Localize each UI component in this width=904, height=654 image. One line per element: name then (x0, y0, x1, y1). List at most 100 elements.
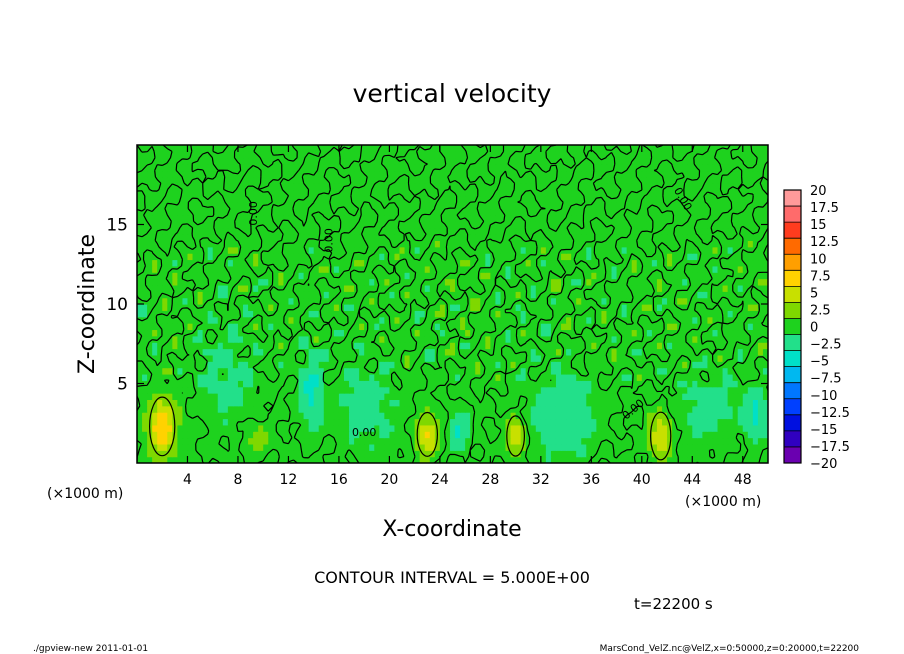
heatmap-cell (248, 354, 254, 362)
heatmap-cell (631, 450, 638, 458)
heatmap-cell (354, 405, 360, 413)
heatmap-cell (581, 253, 587, 261)
heatmap-cell (439, 284, 446, 292)
heatmap-cell (384, 412, 390, 420)
heatmap-cell (692, 399, 698, 407)
heatmap-cell (747, 316, 754, 324)
heatmap-cell (555, 418, 562, 426)
heatmap-cell (692, 316, 698, 324)
heatmap-cell (510, 316, 517, 324)
heatmap-cell (510, 393, 517, 400)
heatmap-cell (752, 456, 759, 463)
heatmap-cell (661, 240, 668, 248)
heatmap-cell (404, 278, 411, 286)
heatmap-cell (606, 214, 613, 222)
heatmap-cell (757, 405, 764, 413)
heatmap-cell (283, 291, 290, 299)
heatmap-cell (707, 380, 714, 388)
heatmap-cell (187, 329, 194, 337)
heatmap-cell (318, 227, 325, 235)
heatmap-cell (167, 329, 173, 337)
heatmap-cell (142, 272, 148, 280)
heatmap-cell (480, 259, 486, 267)
heatmap-cell (747, 393, 754, 400)
heatmap-cell (354, 450, 360, 458)
heatmap-cell (414, 297, 421, 305)
heatmap-cell (707, 335, 714, 343)
heatmap-cell (661, 316, 668, 324)
heatmap-cell (273, 297, 279, 305)
heatmap-cell (697, 354, 703, 362)
heatmap-cell (500, 246, 507, 254)
heatmap-cell (727, 329, 734, 337)
heatmap-cell (525, 284, 532, 292)
heatmap-cell (333, 246, 340, 254)
heatmap-cell (621, 329, 628, 337)
heatmap-cell (182, 323, 189, 331)
heatmap-cell (308, 431, 315, 439)
heatmap-cell (349, 418, 355, 426)
heatmap-cell (293, 399, 300, 407)
heatmap-cell (217, 265, 224, 273)
heatmap-cell (318, 367, 325, 375)
heatmap-cell (692, 348, 698, 356)
heatmap-cell (182, 367, 189, 375)
heatmap-cell (444, 265, 451, 273)
heatmap-cell (434, 227, 441, 235)
heatmap-cell (672, 354, 678, 362)
heatmap-cell (394, 431, 401, 439)
heatmap-cell (561, 227, 567, 235)
heatmap-cell (742, 361, 749, 369)
heatmap-cell (137, 412, 143, 420)
heatmap-cell (278, 431, 284, 439)
heatmap-cell (263, 208, 269, 216)
heatmap-cell (576, 437, 582, 445)
heatmap-cell (742, 437, 749, 445)
heatmap-cell (303, 354, 310, 362)
heatmap-cell (717, 272, 724, 280)
heatmap-cell (167, 297, 173, 305)
heatmap-cell (545, 380, 552, 388)
heatmap-cell (217, 424, 224, 432)
heatmap-cell (298, 412, 305, 420)
heatmap-cell (697, 373, 703, 381)
heatmap-cell (308, 393, 315, 400)
heatmap-cell (449, 450, 456, 458)
heatmap-cell (455, 450, 461, 458)
heatmap-cell (374, 342, 380, 350)
heatmap-cell (222, 272, 229, 280)
heatmap-cell (328, 373, 335, 381)
heatmap-cell (505, 304, 512, 311)
heatmap-cell (692, 297, 698, 305)
heatmap-cell (656, 253, 663, 261)
heatmap-cell (576, 424, 582, 432)
heatmap-cell (187, 323, 194, 331)
heatmap-cell (202, 412, 209, 420)
heatmap-cell (500, 373, 507, 381)
heatmap-cell (328, 443, 335, 451)
heatmap-cell (217, 348, 224, 356)
heatmap-cell (661, 418, 668, 426)
heatmap-cell (682, 373, 688, 381)
heatmap-cell (137, 431, 143, 439)
heatmap-cell (576, 316, 582, 324)
heatmap-cell (394, 208, 401, 216)
heatmap-cell (672, 412, 678, 420)
heatmap-cell (258, 246, 264, 254)
heatmap-cell (460, 335, 466, 343)
heatmap-cell (677, 373, 683, 381)
heatmap-cell (707, 227, 714, 235)
heatmap-cell (263, 354, 269, 362)
heatmap-cell (389, 450, 396, 458)
heatmap-cell (611, 412, 618, 420)
heatmap-cell (606, 354, 613, 362)
heatmap-cell (303, 316, 310, 324)
heatmap-cell (439, 456, 446, 463)
heatmap-cell (490, 450, 497, 458)
heatmap-cell (202, 329, 209, 337)
heatmap-cell (571, 399, 577, 407)
heatmap-cell (283, 259, 290, 267)
heatmap-cell (354, 443, 360, 451)
heatmap-cell (374, 412, 380, 420)
heatmap-cell (465, 386, 471, 394)
